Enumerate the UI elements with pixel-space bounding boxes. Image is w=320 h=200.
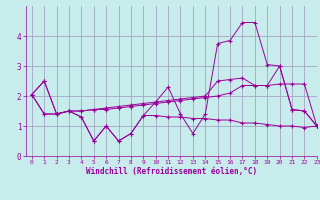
X-axis label: Windchill (Refroidissement éolien,°C): Windchill (Refroidissement éolien,°C)	[86, 167, 257, 176]
